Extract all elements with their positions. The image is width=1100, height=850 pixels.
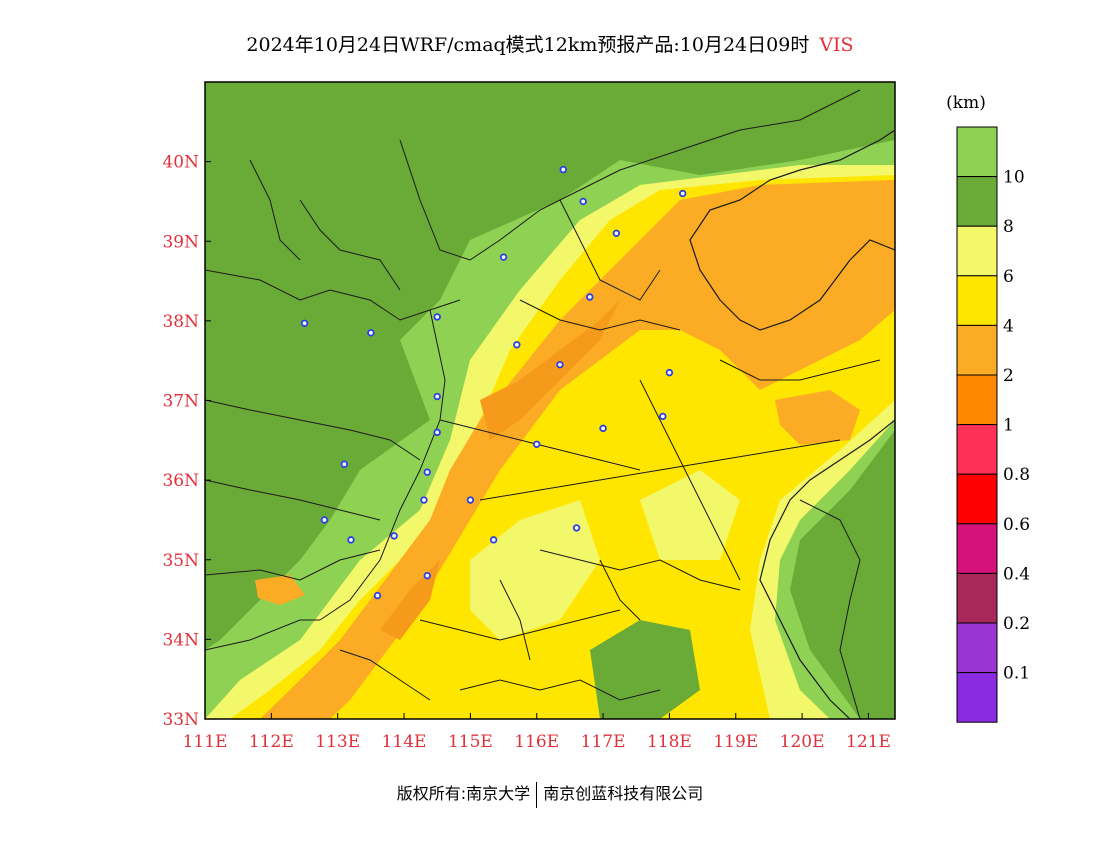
field-8-10-east [790,430,895,719]
field-8-10-north [205,82,895,650]
chart-title: 2024年10月24日WRF/cmaq模式12km预报产品:10月24日09时 V… [0,30,1100,57]
colorbar-label: 0.2 [1003,614,1030,634]
x-tick-label: 116E [514,732,559,752]
station-marker [433,392,441,401]
field-1-2-core-2 [380,560,440,640]
colorbar-label: 0.8 [1003,465,1030,485]
colorbar-label: 4 [1003,316,1014,336]
colorbar-swatch [956,374,998,426]
x-tick-label: 121E [846,732,891,752]
station-marker [659,412,667,421]
station-marker [340,460,349,468]
x-tick-label: 120E [780,732,825,752]
station-marker [423,571,431,580]
colorbar-swatch [956,523,998,574]
colorbar-swatch [956,424,998,475]
field-6-8-patch-2 [640,470,740,560]
field-6-8-patch-1 [470,500,600,640]
x-tick-label: 111E [183,732,228,752]
colorbar-label: 0.6 [1003,515,1030,535]
colorbar-swatch [956,225,998,277]
copyright: 版权所有:南京大学 南京创蓝科技有限公司 [0,780,1100,808]
station-marker [466,496,475,504]
map-plot-area [205,82,895,719]
field-8-10-patch [590,620,700,719]
field-1-2-core [480,300,620,440]
colorbar-swatch [956,275,998,326]
station-marker [533,440,541,448]
boundary-lines [205,89,881,719]
x-tick-label: 114E [382,732,427,752]
station-marker [572,524,581,532]
y-tick-label: 38N [162,312,199,332]
title-main: 2024年10月24日WRF/cmaq模式12km预报产品:10月24日09时 [246,34,810,56]
y-tick-label: 39N [162,232,199,252]
copyright-left: 版权所有:南京大学 [396,784,531,803]
x-tick-label: 112E [249,732,294,752]
station-marker [559,165,567,174]
colorbar-swatch [956,572,998,624]
colorbar-label: 6 [1003,267,1014,287]
title-variable: VIS [819,34,854,56]
station-marker [665,368,674,377]
y-tick-label: 37N [162,392,199,412]
copyright-separator [536,781,538,808]
colorbar-label: 8 [1003,217,1014,237]
station-markers [300,165,687,600]
station-marker [513,341,521,349]
colorbar-swatch [956,126,998,178]
y-tick-label: 33N [162,710,199,730]
axis-ticks: 111E 112E 113E 114E 115E 116E 117E 118E 119E 120E… [162,153,890,752]
station-marker [347,536,355,544]
station-marker [367,329,375,337]
colorbar-unit: (km) [946,93,986,113]
x-tick-label: 113E [315,732,360,752]
y-tick-label: 35N [162,551,199,571]
station-marker [373,591,382,600]
copyright-right: 南京创蓝科技有限公司 [543,784,704,803]
x-tick-label: 115E [448,732,493,752]
station-marker [678,189,687,198]
colorbar-swatch [956,672,998,723]
y-tick-label: 36N [162,471,199,491]
x-tick-label: 118E [647,732,692,752]
station-marker [612,229,621,237]
station-marker [433,428,441,437]
colorbar-label: 0.4 [1003,564,1030,584]
coastline [689,129,895,719]
station-marker [390,532,398,540]
colorbar: (km) 10 8 6 4 2 1 0.8 0.6 0.4 0.2 0.1 [946,93,1030,723]
x-tick-label: 117E [581,732,626,752]
station-marker [579,197,587,206]
colorbar-swatch [956,324,998,376]
station-marker [420,496,428,504]
colorbar-label: 1 [1003,416,1014,436]
colorbar-swatch [956,176,998,227]
station-marker [556,360,564,369]
colorbar-swatch [956,473,998,525]
colorbar-label: 10 [1003,168,1025,188]
colorbar-label: 2 [1003,366,1014,386]
x-tick-label: 119E [713,732,758,752]
station-marker [586,293,594,301]
field-2-4-patch-west [255,575,305,605]
station-marker [599,424,607,433]
field-2-4-patch-east [775,390,860,445]
y-tick-label: 40N [162,153,199,173]
station-marker [433,313,441,321]
station-marker [320,516,329,524]
station-marker [300,319,309,327]
y-tick-label: 34N [162,630,199,650]
station-marker [489,536,498,544]
colorbar-label: 0.1 [1003,664,1030,684]
station-marker [499,253,508,261]
station-marker [423,468,431,476]
colorbar-swatch [956,622,998,674]
